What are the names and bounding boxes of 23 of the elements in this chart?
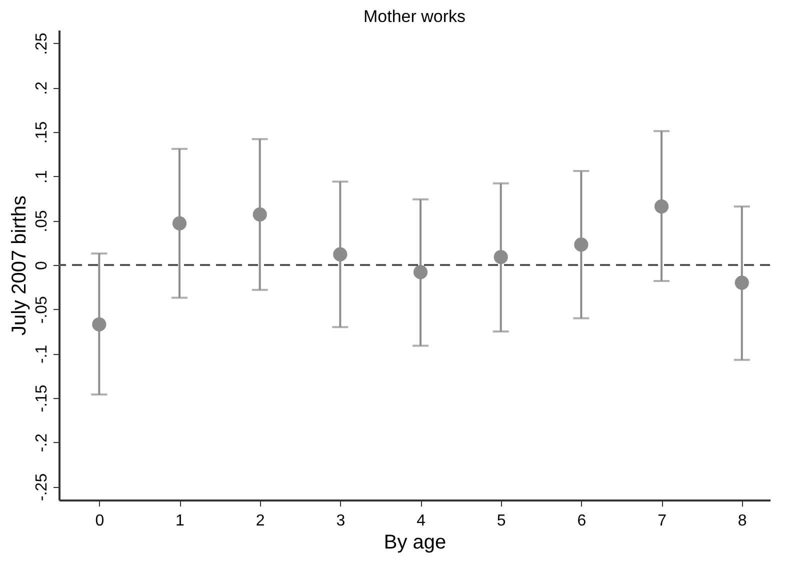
x-tick-label: 4 <box>416 512 426 530</box>
x-tick-label: 6 <box>577 512 586 530</box>
y-tick-label: -.15 <box>34 384 50 412</box>
chart-title: Mother works <box>363 7 466 26</box>
y-tick-label: -.05 <box>34 296 50 324</box>
y-tick-label: -.1 <box>34 344 50 364</box>
x-tick-label: 5 <box>496 512 506 530</box>
y-tick-label: -.25 <box>34 473 50 501</box>
x-tick-label: 0 <box>95 512 104 530</box>
y-tick-label: .15 <box>34 121 50 144</box>
y-tick-label: .25 <box>34 32 50 55</box>
x-tick-label: 3 <box>336 512 346 530</box>
y-tick-label: .2 <box>34 81 50 95</box>
x-tick-label: 2 <box>256 512 265 530</box>
y-tick-label: 0 <box>34 260 50 270</box>
y-tick-label: -.2 <box>34 433 50 452</box>
x-tick-label: 8 <box>738 512 747 530</box>
x-axis-title: By age <box>384 532 446 554</box>
y-axis-title: July 2007 births <box>8 195 30 336</box>
x-tick-label: 7 <box>658 512 667 530</box>
y-tick-label: .05 <box>34 210 50 232</box>
x-tick-label: 1 <box>176 512 185 530</box>
y-tick-label: .1 <box>34 170 50 184</box>
